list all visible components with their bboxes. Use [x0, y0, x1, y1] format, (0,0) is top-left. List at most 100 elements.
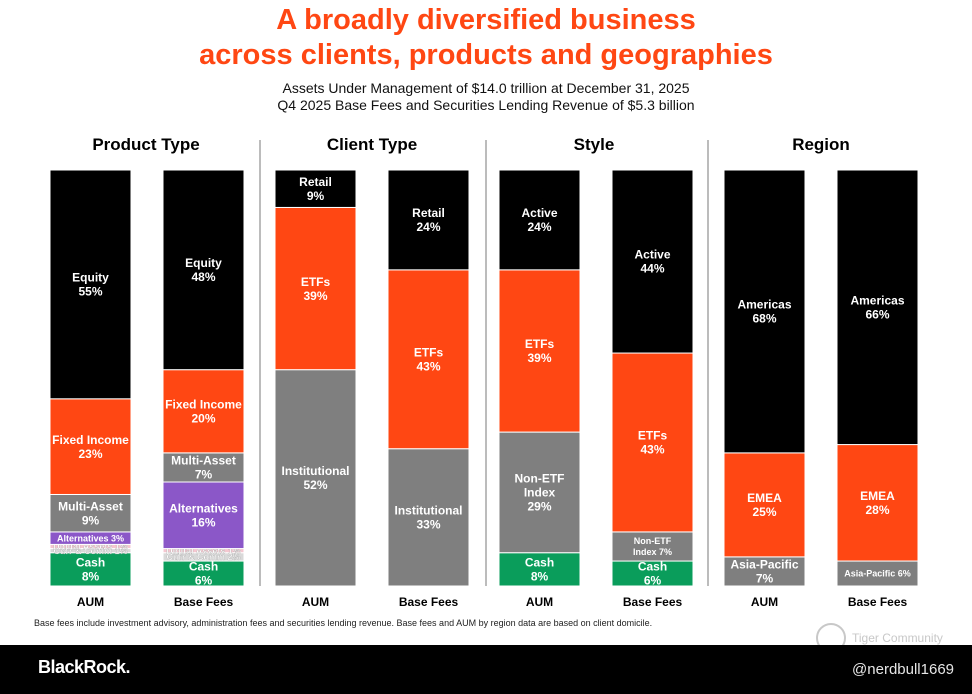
bar-segment-product-type-aum-fixed-income: [49, 398, 132, 495]
segment-label-etfs: 39%: [303, 289, 327, 303]
segment-label-retail: Retail: [299, 175, 332, 189]
blackrock-logo: BlackRock.: [38, 657, 131, 677]
segment-label-institutional: Institutional: [395, 504, 463, 518]
x-axis-label-aum: AUM: [526, 595, 553, 609]
panel-title-product-type: Product Type: [92, 135, 199, 154]
segment-label-americas: Americas: [850, 293, 904, 307]
bar-segment-style-base-fees-non-etf-index: [611, 531, 694, 562]
segment-label-cash: 6%: [644, 574, 662, 588]
segment-label-equity: Equity: [185, 256, 222, 270]
segment-label-cash: Cash: [638, 560, 667, 574]
segment-label-retail: 9%: [307, 189, 325, 203]
x-axis-label-base-fees: Base Fees: [623, 595, 683, 609]
bar-segment-style-aum-etfs: [498, 269, 581, 433]
segment-label-etfs: ETFs: [525, 337, 555, 351]
segment-label-non-etf-index: 29%: [527, 500, 551, 514]
segment-label-emea: 25%: [752, 505, 776, 519]
bar-segment-style-aum-active: [498, 169, 581, 271]
footnote: Base fees include investment advisory, a…: [34, 618, 653, 628]
x-axis-label-base-fees: Base Fees: [848, 595, 908, 609]
segment-label-active: 24%: [527, 220, 551, 234]
segment-label-cash: Cash: [525, 556, 554, 570]
segment-label-americas: 66%: [865, 307, 889, 321]
segment-label-multi-asset: 9%: [82, 513, 100, 527]
segment-label-americas: 68%: [752, 312, 776, 326]
segment-label-americas: Americas: [737, 298, 791, 312]
x-axis-label-aum: AUM: [302, 595, 329, 609]
bar-segment-region-base-fees-americas: [836, 169, 919, 446]
segment-label-equity: 48%: [191, 270, 215, 284]
bar-segment-client-type-base-fees-institutional: [387, 448, 470, 587]
bar-segment-client-type-base-fees-retail: [387, 169, 470, 271]
bar-segment-client-type-aum-institutional: [274, 369, 357, 587]
segment-label-alternatives: Alternatives: [169, 501, 238, 515]
segment-label-multi-asset: Multi-Asset: [58, 499, 123, 513]
x-axis-label-aum: AUM: [77, 595, 104, 609]
bar-segment-region-aum-emea: [723, 452, 806, 558]
bar-segment-product-type-base-fees-fixed-income: [162, 369, 245, 454]
segment-label-multi-asset: 7%: [195, 468, 213, 482]
bar-segment-product-type-aum-equity: [49, 169, 132, 400]
segment-label-etfs: ETFs: [301, 275, 331, 289]
segment-label-fixed-income: Fixed Income: [52, 433, 129, 447]
segment-label-institutional: 33%: [416, 518, 440, 532]
panel-title-style: Style: [574, 135, 615, 154]
bar-segment-client-type-base-fees-etfs: [387, 269, 470, 450]
segment-label-emea: EMEA: [860, 489, 895, 503]
segment-label-asia-pacific: Asia-Pacific 6%: [844, 569, 911, 579]
bar-segment-product-type-aum-cash: [49, 552, 132, 587]
segment-label-multi-asset: Multi-Asset: [171, 454, 236, 468]
watermark-text: Tiger Community: [852, 631, 943, 645]
segment-label-fixed-income: Fixed Income: [165, 397, 242, 411]
segment-label-active: Active: [634, 248, 670, 262]
segment-label-cash: 6%: [195, 574, 213, 588]
panel-title-client-type: Client Type: [327, 135, 417, 154]
segment-label-non-etf-index: Non-ETF: [515, 472, 565, 486]
x-axis-label-base-fees: Base Fees: [399, 595, 459, 609]
segment-label-equity: 55%: [78, 285, 102, 299]
bar-segment-style-base-fees-etfs: [611, 352, 694, 533]
segment-label-digital-assets: Digital Assets 1%: [53, 542, 128, 552]
user-handle: @nerdbull1669: [852, 661, 954, 678]
segment-label-emea: EMEA: [747, 491, 782, 505]
bar-segment-style-base-fees-cash: [611, 560, 694, 587]
segment-label-emea: 28%: [865, 503, 889, 517]
x-axis-label-base-fees: Base Fees: [174, 595, 234, 609]
bar-segment-style-base-fees-active: [611, 169, 694, 354]
footer-bar: BlackRock. @nerdbull1669: [0, 645, 972, 694]
bar-segment-client-type-aum-etfs: [274, 206, 357, 371]
segment-label-fixed-income: 23%: [78, 447, 102, 461]
segment-label-fixed-income: 20%: [191, 411, 215, 425]
subtitle-aum: Assets Under Management of $14.0 trillio…: [282, 80, 690, 96]
bar-segment-product-type-base-fees-equity: [162, 169, 245, 371]
segment-label-non-etf-index: Index: [524, 486, 556, 500]
segment-label-etfs: 39%: [527, 351, 551, 365]
segment-label-etfs: 43%: [640, 443, 664, 457]
subtitle-base-fees: Q4 2025 Base Fees and Securities Lending…: [277, 97, 695, 113]
segment-label-non-etf-index: Index 7%: [633, 547, 672, 557]
segment-label-alternatives: 16%: [191, 515, 215, 529]
bar-segment-product-type-aum-multi-asset: [49, 493, 132, 533]
bar-segment-client-type-aum-retail: [274, 169, 357, 208]
segment-label-etfs: ETFs: [638, 429, 668, 443]
segment-label-alternatives: Alternatives 3%: [57, 533, 124, 543]
bar-segment-style-aum-non-etf-index: [498, 431, 581, 554]
segment-label-cash: Cash: [76, 556, 105, 570]
bar-segment-style-aum-cash: [498, 552, 581, 587]
bar-segment-product-type-base-fees-alternatives: [162, 481, 245, 550]
segment-label-digital-assets: Digital Assets 1%: [166, 546, 241, 556]
segment-label-cash: Cash: [189, 560, 218, 574]
bar-segment-region-base-fees-asia-pacific: [836, 560, 919, 587]
segment-label-non-etf-index: Non-ETF: [634, 536, 672, 546]
bar-segment-region-aum-asia-pacific: [723, 556, 806, 587]
segment-label-etfs: ETFs: [414, 345, 444, 359]
segment-label-active: Active: [521, 206, 557, 220]
page-title-line-2: across clients, products and geographies: [199, 39, 773, 71]
segment-label-curr-comm: Curr & Comm 1%: [53, 546, 127, 556]
x-axis-label-aum: AUM: [751, 595, 778, 609]
segment-label-retail: Retail: [412, 206, 445, 220]
bar-segment-region-aum-americas: [723, 169, 806, 454]
segment-label-institutional: Institutional: [282, 464, 350, 478]
bar-segment-product-type-base-fees-cash: [162, 560, 245, 587]
segment-label-active: 44%: [640, 262, 664, 276]
